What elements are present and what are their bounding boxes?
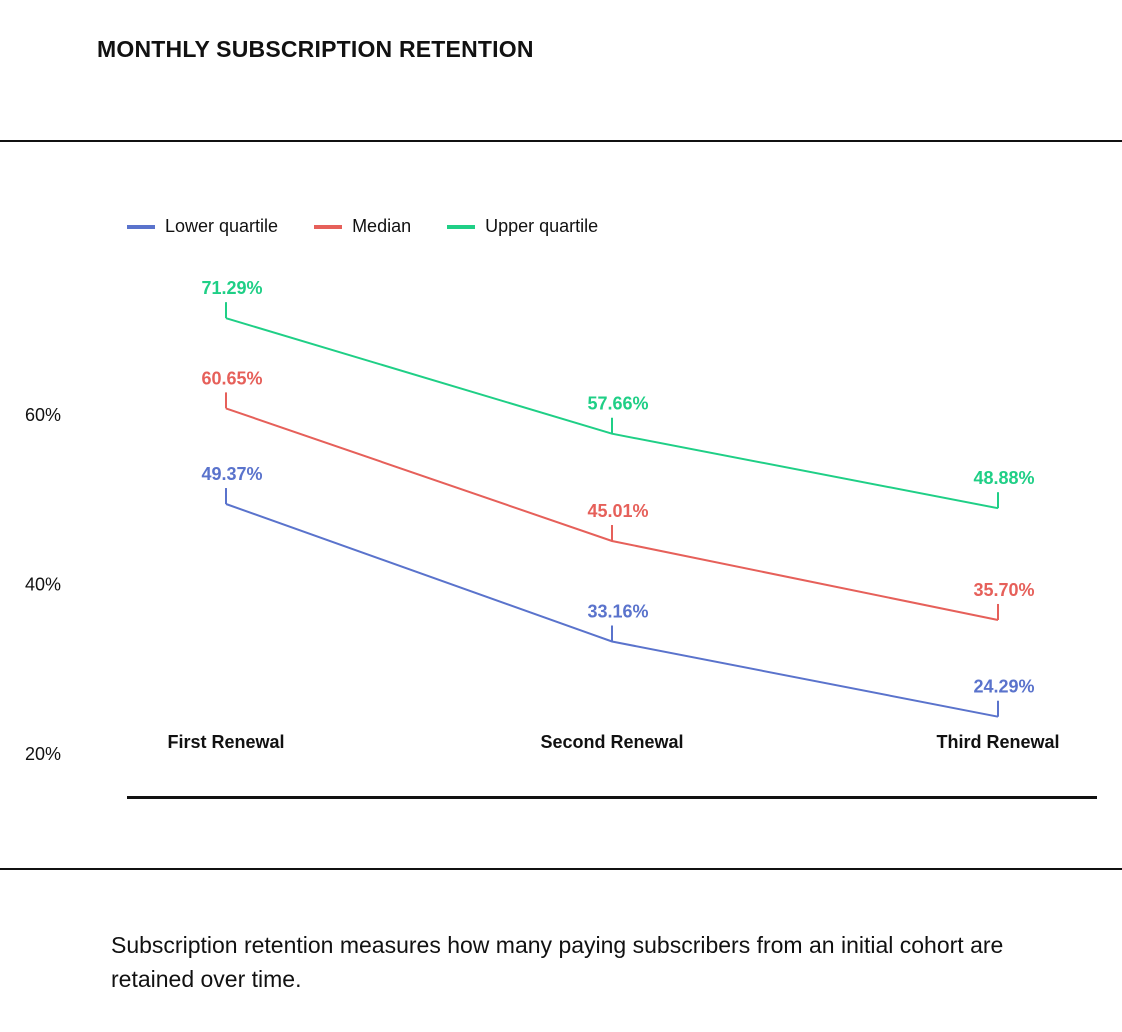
chart-title: MONTHLY SUBSCRIPTION RETENTION — [97, 36, 534, 62]
data-label-lower-quartile-first-renewal: 49.37% — [201, 464, 262, 484]
data-label-median-first-renewal: 60.65% — [201, 368, 262, 388]
data-label-upper-quartile-second-renewal: 57.66% — [587, 394, 648, 414]
data-label-upper-quartile-first-renewal: 71.29% — [201, 278, 262, 298]
legend-label-lower-quartile: Lower quartile — [165, 216, 279, 236]
legend-swatch-lower-quartile — [127, 224, 155, 229]
x-tick-label-first-renewal: First Renewal — [167, 732, 284, 752]
top-divider — [0, 140, 1122, 142]
x-tick-label-third-renewal: Third Renewal — [936, 732, 1059, 752]
legend-label-upper-quartile: Upper quartile — [485, 216, 599, 236]
y-tick-label-60: 60% — [25, 405, 61, 425]
legend-swatch-upper-quartile — [447, 224, 476, 229]
data-label-lower-quartile-second-renewal: 33.16% — [587, 602, 648, 622]
data-label-median-third-renewal: 35.70% — [973, 580, 1034, 600]
data-label-upper-quartile-third-renewal: 48.88% — [973, 468, 1034, 488]
data-label-median-second-renewal: 45.01% — [587, 501, 648, 521]
legend-swatch-median — [314, 224, 343, 229]
legend-item-lower-quartile: Lower quartile — [127, 216, 278, 237]
x-tick-label-second-renewal: Second Renewal — [540, 732, 683, 752]
chart-caption: Subscription retention measures how many… — [111, 932, 1004, 992]
data-label-lower-quartile-third-renewal: 24.29% — [973, 677, 1034, 697]
bottom-divider — [0, 868, 1122, 870]
legend-label-median: Median — [352, 216, 412, 236]
legend-item-median: Median — [314, 216, 411, 237]
legend-item-upper-quartile: Upper quartile — [447, 216, 598, 237]
y-tick-label-40: 40% — [25, 575, 61, 595]
x-axis-baseline — [127, 796, 1097, 799]
legend: Lower quartile Median Upper quartile — [127, 216, 634, 237]
y-tick-label-20: 20% — [25, 744, 61, 764]
